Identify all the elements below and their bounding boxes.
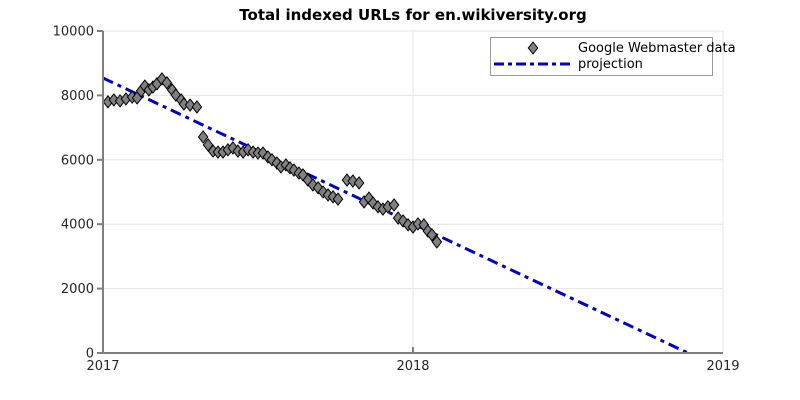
legend-label-webmaster-data: Google Webmaster data	[578, 40, 736, 56]
svg-text:0: 0	[86, 347, 94, 362]
chart-title: Total indexed URLs for en.wikiversity.or…	[239, 6, 587, 24]
svg-text:2018: 2018	[396, 359, 429, 374]
svg-text:8000: 8000	[61, 89, 94, 104]
svg-text:10000: 10000	[53, 25, 94, 40]
svg-text:4000: 4000	[61, 218, 94, 233]
legend-label-projection: projection	[578, 56, 643, 72]
diamond-marker-icon	[491, 40, 575, 56]
svg-text:2000: 2000	[61, 282, 94, 297]
svg-text:2019: 2019	[706, 359, 739, 374]
svg-text:2017: 2017	[86, 359, 119, 374]
legend: Google Webmaster data projection	[490, 37, 736, 76]
legend-item-webmaster-data: Google Webmaster data	[491, 40, 736, 56]
svg-text:6000: 6000	[61, 153, 94, 168]
dashdot-line-icon	[491, 56, 575, 72]
legend-item-projection: projection	[491, 56, 712, 72]
